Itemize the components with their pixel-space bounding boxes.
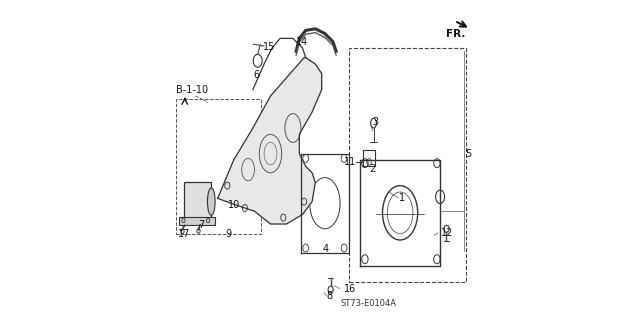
- Text: 17: 17: [178, 229, 190, 239]
- Text: FR.: FR.: [447, 28, 466, 39]
- Text: 10: 10: [228, 200, 241, 211]
- Text: B-1-10: B-1-10: [176, 84, 208, 95]
- Bar: [362, 150, 375, 166]
- Text: 9: 9: [225, 229, 232, 239]
- Bar: [176, 99, 261, 234]
- Ellipse shape: [208, 188, 215, 215]
- Text: 5: 5: [465, 148, 471, 159]
- Text: 3: 3: [372, 117, 378, 127]
- Text: 1: 1: [399, 193, 404, 204]
- Text: 6: 6: [253, 70, 259, 80]
- Text: 12: 12: [441, 228, 454, 238]
- Text: 4: 4: [323, 244, 329, 254]
- Text: 16: 16: [343, 284, 355, 294]
- Polygon shape: [218, 58, 322, 224]
- Text: 7: 7: [199, 220, 204, 230]
- Text: 2: 2: [369, 164, 376, 174]
- Bar: [179, 217, 215, 225]
- Bar: [184, 182, 211, 221]
- Text: 8: 8: [327, 291, 333, 301]
- Text: 14: 14: [296, 36, 308, 47]
- Text: 11: 11: [344, 156, 356, 167]
- Bar: [349, 48, 466, 282]
- Text: 15: 15: [263, 42, 276, 52]
- Text: ST73-E0104A: ST73-E0104A: [341, 299, 397, 308]
